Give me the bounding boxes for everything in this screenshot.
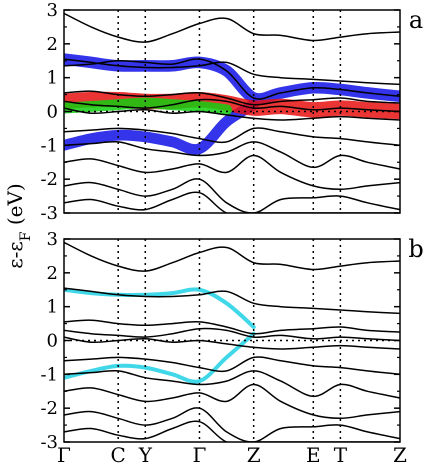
kpoint-label: T [334, 443, 348, 464]
y-tick-label: 1 [47, 297, 58, 318]
plot-area [64, 241, 400, 442]
highlight-band-1 [64, 331, 256, 384]
y-tick-label: -2 [40, 398, 58, 419]
highlight-band-0 [64, 287, 256, 329]
kpoint-label: Y [138, 443, 153, 464]
y-axis-label-text: ε-ε [3, 241, 27, 268]
kpoint-label: E [306, 443, 321, 464]
band-line-10 [64, 191, 400, 213]
band-line-0 [64, 12, 400, 43]
kpoint-label: Γ [193, 443, 207, 464]
y-tick-label: -1 [40, 364, 58, 385]
kpoint-label: Γ [57, 443, 71, 464]
y-tick-label: 1 [47, 68, 58, 89]
y-tick-label: 2 [47, 34, 58, 55]
y-tick-label: 3 [47, 229, 58, 250]
plot-area [64, 12, 400, 213]
kpoint-label: Z [247, 443, 261, 464]
band-line-8 [64, 154, 400, 191]
y-axis-label-subscript: F [18, 231, 34, 241]
band-line-9 [64, 178, 400, 213]
band-line-8 [64, 407, 400, 442]
band-line-5 [64, 356, 400, 376]
band-line-6 [64, 127, 400, 147]
y-tick-label: 2 [47, 263, 58, 284]
band-line-9 [64, 420, 400, 442]
y-tick-label: -3 [40, 203, 58, 224]
y-tick-label: 0 [47, 102, 58, 123]
band-line-7 [64, 383, 400, 420]
panel-label: b [408, 235, 423, 263]
kpoint-label: Z [393, 443, 407, 464]
y-tick-label: 3 [47, 0, 58, 21]
panel-a: -3 -2 -1 0 1 2 3 a [40, 0, 423, 224]
y-axis-label-unit: (eV) [3, 183, 27, 231]
panel-b: -3 -2 -1 0 1 2 3 b Γ C Y Γ Z E T Z [40, 229, 423, 464]
panel-label: a [409, 6, 423, 34]
y-tick-label: 0 [47, 331, 58, 352]
y-tick-label: -3 [40, 432, 58, 453]
projection-band-1 [64, 99, 260, 155]
band-line-4 [64, 336, 400, 350]
band-line-3 [64, 327, 400, 342]
y-tick-label: -2 [40, 169, 58, 190]
svg-text:ε-εF (eV): ε-εF (eV) [3, 183, 34, 268]
band-line-0 [64, 241, 400, 272]
y-axis-label: ε-εF (eV) [3, 183, 34, 268]
y-tick-label: -1 [40, 135, 58, 156]
kpoint-label: C [111, 443, 126, 464]
